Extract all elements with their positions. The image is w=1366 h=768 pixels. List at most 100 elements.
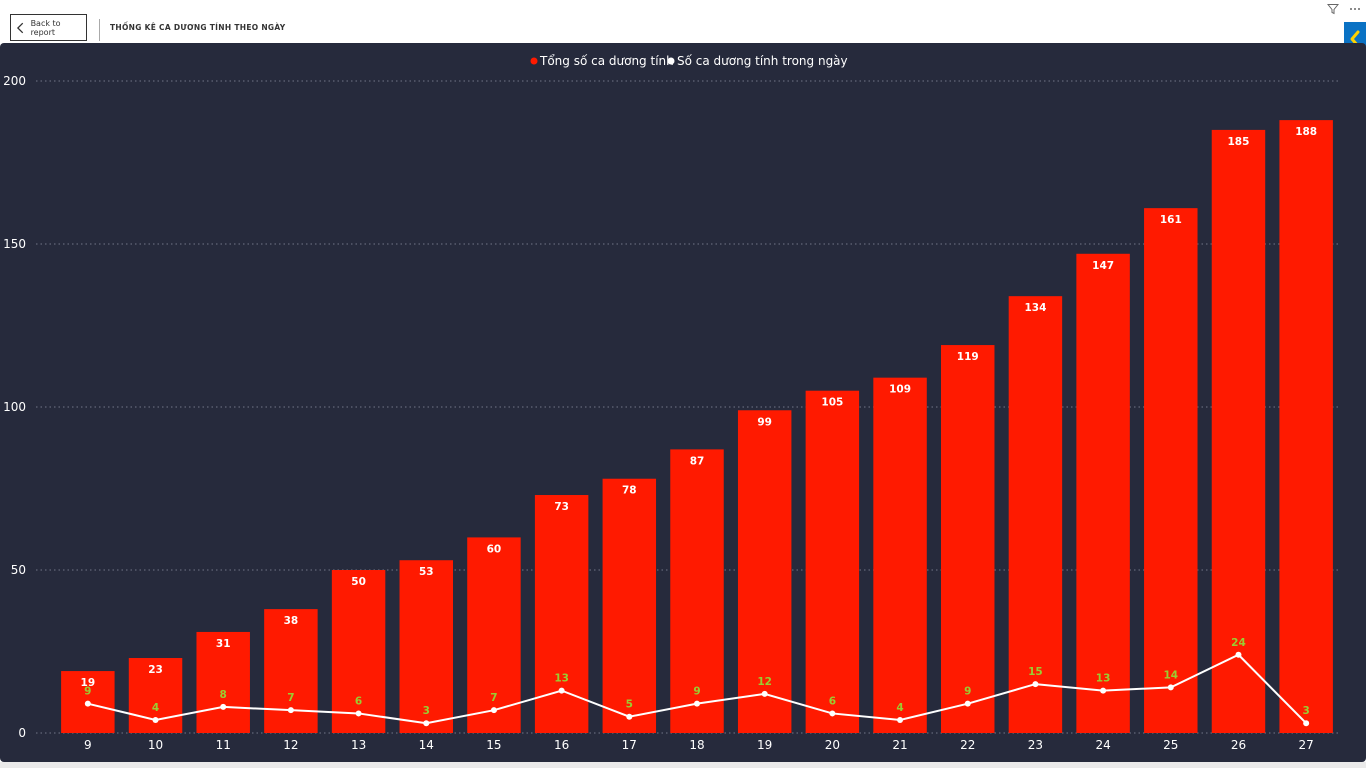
- line-point[interactable]: [220, 703, 227, 710]
- back-to-report-label: Back to report: [30, 18, 61, 37]
- bar[interactable]: [467, 537, 521, 733]
- line-data-labels: 9 4 8 7 6 3 7 13 5 9 12 6 4 9 15 13 14 24 3: [84, 637, 1310, 717]
- line-point[interactable]: [1235, 651, 1242, 658]
- line-data-label: 13: [554, 673, 569, 685]
- bar[interactable]: [1076, 253, 1130, 733]
- bar-data-label: 185: [1228, 136, 1250, 148]
- line-point[interactable]: [558, 687, 565, 694]
- line-data-label: 3: [423, 705, 430, 717]
- legend-label-daily[interactable]: Số ca dương tính trong ngày: [677, 54, 848, 68]
- bar-data-label: 23: [148, 664, 163, 676]
- page-title: THỐNG KÊ CA DƯƠNG TÍNH THEO NGÀY: [110, 23, 286, 32]
- line-data-label: 14: [1163, 669, 1178, 681]
- bar[interactable]: [264, 609, 318, 733]
- line-data-label: 8: [220, 689, 227, 701]
- line-point[interactable]: [761, 690, 768, 697]
- line-point[interactable]: [1100, 687, 1107, 694]
- x-tick-label: 12: [283, 738, 298, 752]
- line-point[interactable]: [84, 700, 91, 707]
- bar-data-label: 78: [622, 485, 637, 497]
- y-axis: 0 50 100 150 200: [3, 74, 26, 740]
- line-point[interactable]: [490, 707, 497, 714]
- bar-data-label: 53: [419, 566, 434, 578]
- bar[interactable]: [602, 478, 657, 733]
- line-data-label: 3: [1303, 705, 1310, 717]
- line-data-label: 7: [287, 692, 294, 704]
- visual-header-icons: [1326, 2, 1362, 16]
- line-point[interactable]: [152, 716, 159, 723]
- bar-data-label: 119: [957, 351, 979, 363]
- bar-data-label: 105: [821, 397, 843, 409]
- line-point[interactable]: [897, 716, 904, 723]
- x-tick-label: 27: [1299, 738, 1314, 752]
- x-tick-label: 13: [351, 738, 366, 752]
- x-tick-label: 20: [825, 738, 840, 752]
- bar[interactable]: [1008, 296, 1063, 733]
- legend: Tổng số ca dương tính Số ca dương tính t…: [530, 54, 848, 68]
- bar[interactable]: [1279, 120, 1333, 734]
- x-tick-label: 24: [1095, 738, 1110, 752]
- top-bar: Back to report THỐNG KÊ CA DƯƠNG TÍNH TH…: [0, 0, 1366, 43]
- line-data-label: 4: [152, 702, 159, 714]
- bar-data-label: 73: [554, 501, 569, 513]
- chart-panel: 0 50 100 150 200 9 10 11 12 13 14 15 16 17 18 19 20 21 22…: [0, 43, 1366, 762]
- line-point[interactable]: [355, 710, 362, 717]
- legend-marker-total: [530, 57, 538, 65]
- header-divider: [99, 19, 100, 41]
- legend-label-total[interactable]: Tổng số ca dương tính: [539, 54, 674, 68]
- x-tick-label: 15: [486, 738, 501, 752]
- x-tick-label: 16: [554, 738, 569, 752]
- bar-data-label: 147: [1092, 260, 1114, 272]
- line-data-label: 13: [1096, 673, 1111, 685]
- back-to-report-button[interactable]: Back to report: [10, 14, 87, 41]
- bar-data-label: 87: [690, 455, 705, 467]
- bottom-strip: [0, 762, 1366, 768]
- line-point[interactable]: [1303, 720, 1310, 727]
- bar[interactable]: [873, 377, 927, 733]
- line-point[interactable]: [287, 707, 294, 714]
- y-tick-label: 50: [11, 563, 26, 577]
- line-data-label: 5: [626, 699, 633, 711]
- line-data-label: 9: [84, 686, 91, 698]
- bar-data-label: 19: [81, 677, 96, 689]
- bar[interactable]: [737, 410, 792, 733]
- bar[interactable]: [1211, 129, 1266, 733]
- x-tick-label: 18: [689, 738, 704, 752]
- x-axis: 9 10 11 12 13 14 15 16 17 18 19 20 21 22 23 24 25 26 27: [84, 738, 1314, 752]
- bar[interactable]: [670, 449, 724, 733]
- bar-data-label: 99: [757, 416, 772, 428]
- line-point[interactable]: [964, 700, 971, 707]
- x-tick-label: 10: [148, 738, 163, 752]
- bar[interactable]: [941, 345, 995, 733]
- line-point[interactable]: [423, 720, 430, 727]
- line-data-label: 7: [490, 692, 497, 704]
- line-point[interactable]: [1167, 684, 1174, 691]
- x-tick-label: 26: [1231, 738, 1246, 752]
- line-point[interactable]: [1032, 681, 1039, 688]
- bar-data-label: 188: [1295, 126, 1317, 138]
- line-point[interactable]: [829, 710, 836, 717]
- bar-data-label: 134: [1024, 302, 1046, 314]
- bar[interactable]: [399, 560, 453, 733]
- line-data-label: 6: [355, 695, 362, 707]
- legend-marker-daily: [667, 57, 675, 65]
- filter-icon[interactable]: [1326, 2, 1340, 16]
- more-options-icon[interactable]: [1348, 2, 1362, 16]
- line-data-label: 15: [1028, 666, 1043, 678]
- bar[interactable]: [1144, 208, 1198, 733]
- line-point[interactable]: [626, 713, 633, 720]
- line-point[interactable]: [694, 700, 700, 707]
- x-tick-label: 11: [216, 738, 231, 752]
- bar-data-label: 60: [487, 543, 502, 555]
- bar[interactable]: [331, 570, 386, 733]
- x-tick-label: 25: [1163, 738, 1178, 752]
- bar-data-label: 161: [1160, 214, 1182, 226]
- x-tick-label: 9: [84, 738, 92, 752]
- y-tick-label: 100: [3, 400, 26, 414]
- bar[interactable]: [805, 390, 860, 733]
- bar-data-labels: 19 23 31 38 50 53 60 73 78 87 99 105 109 119 134 147 161…: [81, 126, 1318, 689]
- y-tick-label: 150: [3, 237, 26, 251]
- x-tick-label: 21: [892, 738, 907, 752]
- bar[interactable]: [196, 631, 250, 733]
